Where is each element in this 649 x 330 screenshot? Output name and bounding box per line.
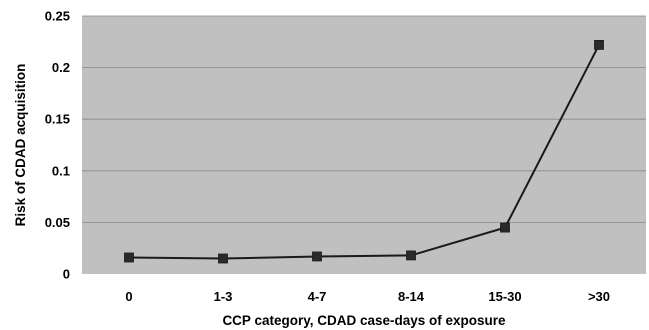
y-axis-tick-labels: 0 0.05 0.1 0.15 0.2 0.25: [45, 9, 70, 282]
data-point: [500, 222, 510, 233]
x-tick-label: >30: [588, 289, 610, 304]
series-line: [128, 44, 600, 260]
gridlines: [82, 15, 646, 223]
data-point: [124, 252, 134, 263]
data-point: [312, 251, 322, 262]
x-tick-label: 1-3: [214, 289, 233, 304]
x-tick-label: 4-7: [308, 289, 327, 304]
x-axis-title: CCP category, CDAD case-days of exposure: [222, 313, 506, 328]
y-tick-label: 0.15: [45, 112, 70, 127]
plot-background: [82, 16, 646, 274]
data-point: [406, 250, 416, 261]
y-tick-label: 0.25: [45, 9, 70, 24]
y-axis-title: Risk of CDAD acquisition: [13, 64, 28, 227]
data-point: [594, 39, 604, 50]
x-tick-label: 0: [125, 289, 132, 304]
x-tick-label: 8-14: [398, 289, 425, 304]
x-axis-tick-labels: 0 1-3 4-7 8-14 15-30 >30: [125, 289, 610, 304]
data-point: [218, 253, 228, 264]
x-tick-label: 15-30: [488, 289, 521, 304]
y-tick-label: 0.2: [52, 60, 70, 75]
y-tick-label: 0.05: [45, 215, 70, 230]
data-points: [124, 39, 604, 264]
y-tick-label: 0: [63, 267, 70, 282]
y-tick-label: 0.1: [52, 163, 70, 178]
